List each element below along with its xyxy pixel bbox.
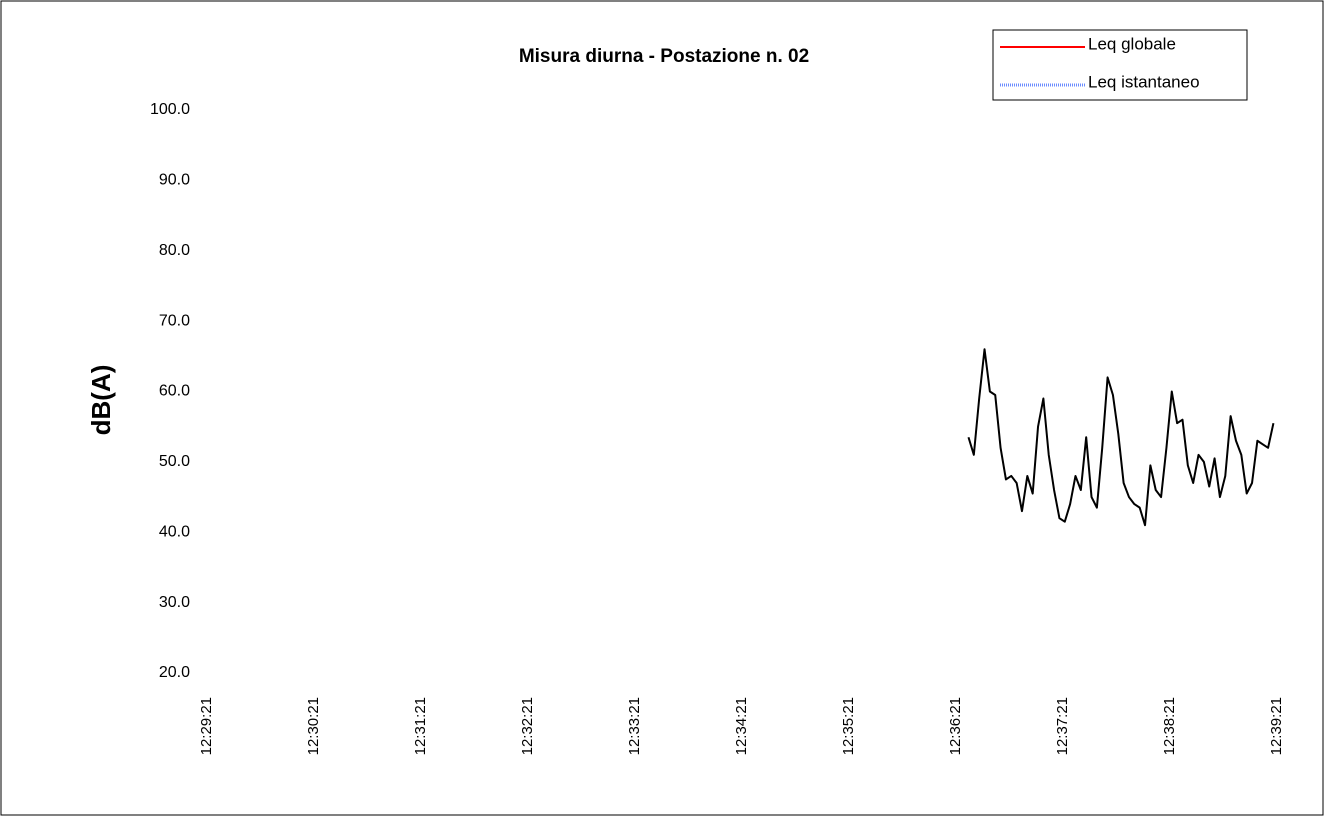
data-line [967, 348, 1275, 527]
y-tick-label: 30.0 [159, 594, 190, 611]
y-tick-label: 50.0 [159, 453, 190, 470]
x-tick-label: 12:38:21 [1161, 697, 1178, 755]
x-tick-label: 12:34:21 [733, 697, 750, 755]
x-tick-label: 12:29:21 [198, 697, 215, 755]
x-tick-label: 12:35:21 [840, 697, 857, 755]
y-tick-label: 80.0 [159, 242, 190, 259]
x-tick-label: 12:36:21 [947, 697, 964, 755]
x-tick-label: 12:37:21 [1054, 697, 1071, 755]
x-tick-label: 12:30:21 [305, 697, 322, 755]
y-axis-label: dB(A) [86, 365, 116, 436]
legend-box [992, 29, 1248, 101]
x-tick-label: 12:31:21 [412, 697, 429, 755]
y-tick-label: 100.0 [150, 101, 190, 118]
chart-title: Misura diurna - Postazione n. 02 [519, 46, 809, 67]
y-tick-label: 90.0 [159, 172, 190, 189]
x-tick-label: 12:33:21 [626, 697, 643, 755]
y-tick-label: 20.0 [159, 664, 190, 681]
y-tick-label: 40.0 [159, 523, 190, 540]
x-tick-label: 12:39:21 [1268, 697, 1285, 755]
legend-label: Leq globale [1088, 34, 1176, 53]
legend-label: Leq istantaneo [1088, 72, 1200, 91]
y-tick-label: 60.0 [159, 383, 190, 400]
y-tick-label: 70.0 [159, 312, 190, 329]
x-tick-label: 12:32:21 [519, 697, 536, 755]
